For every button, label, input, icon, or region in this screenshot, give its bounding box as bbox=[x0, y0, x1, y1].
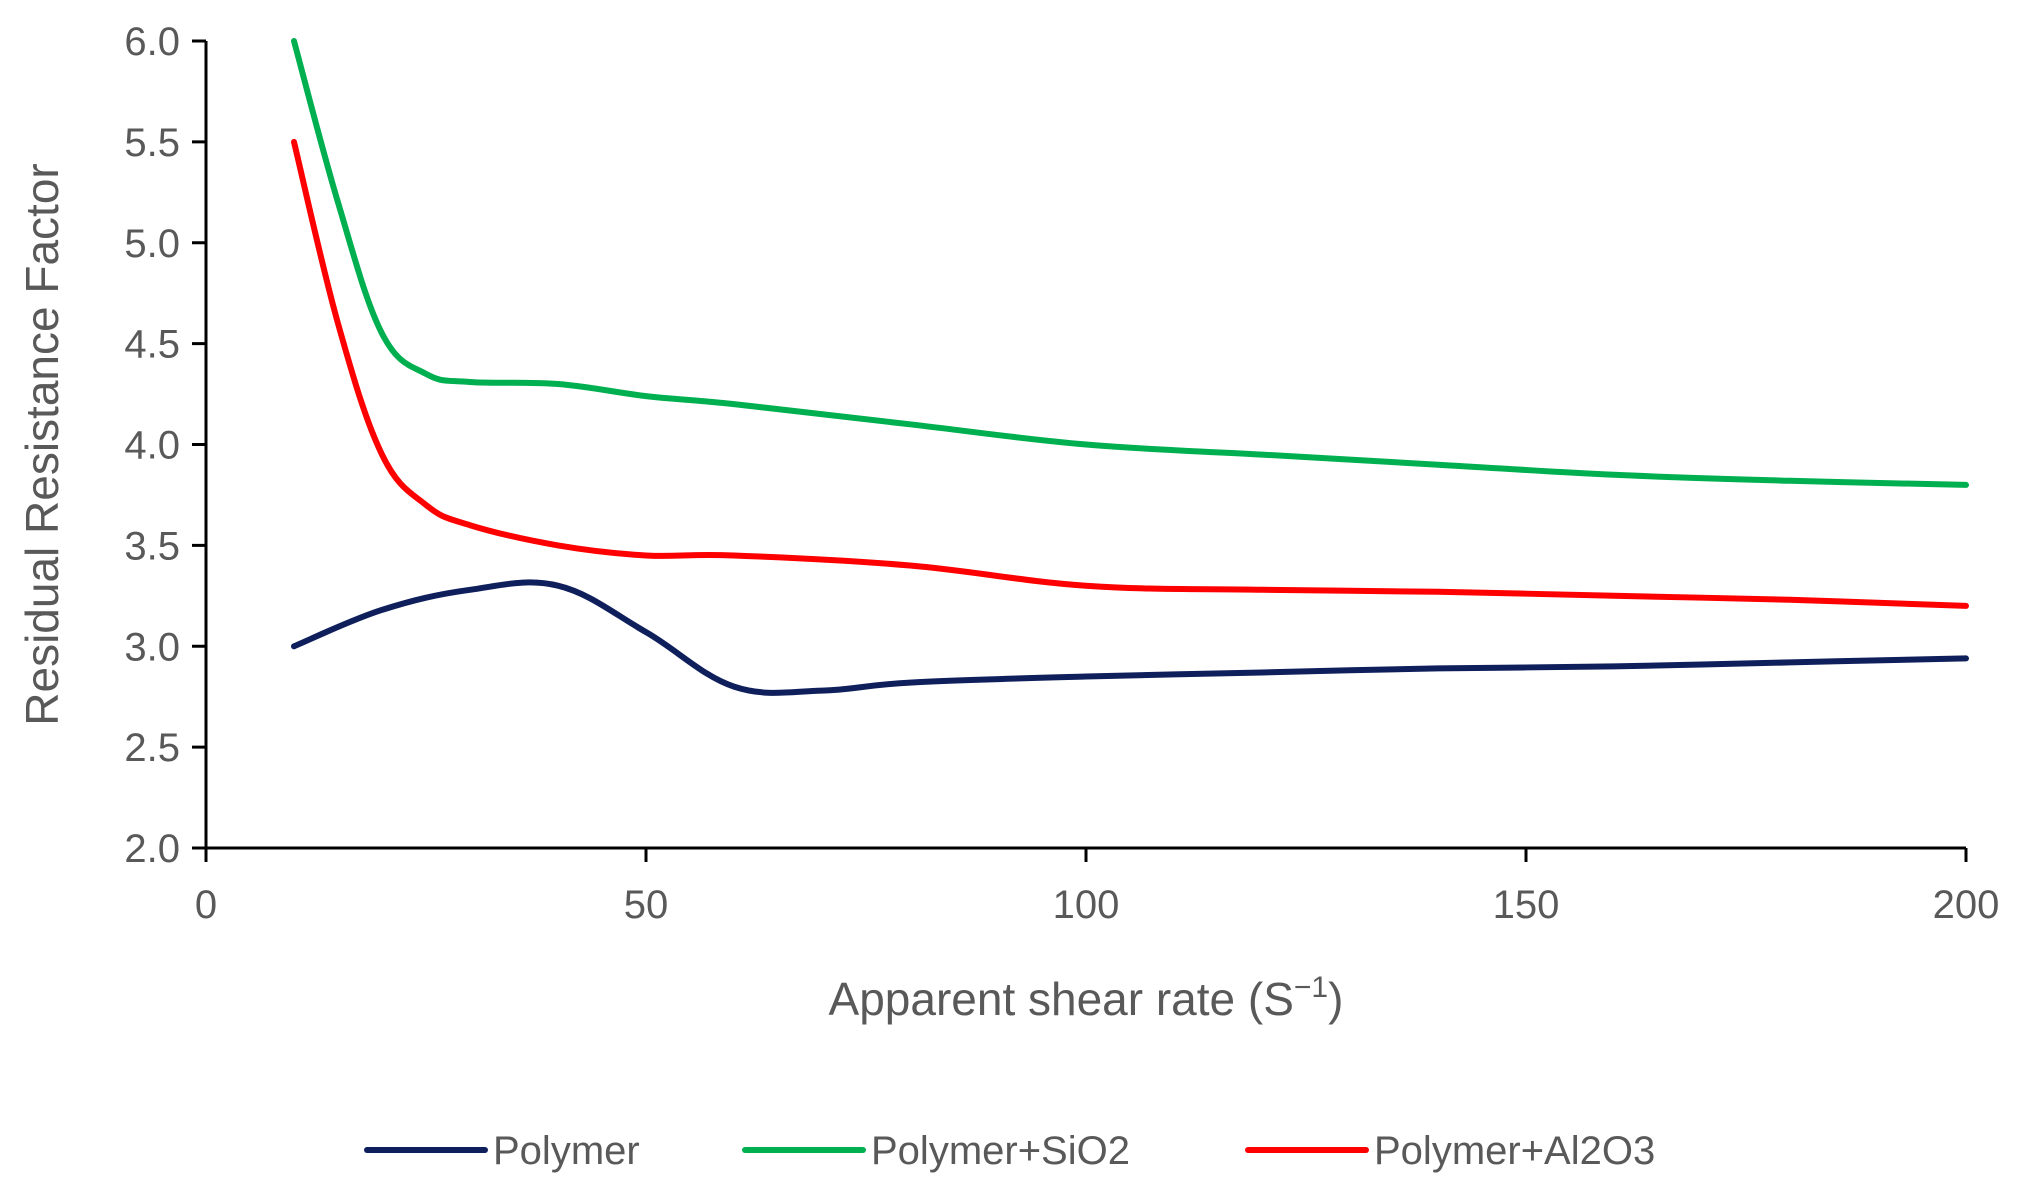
legend-label-polymer-sio2: Polymer+SiO2 bbox=[871, 1129, 1130, 1173]
y-tick-label: 2.5 bbox=[124, 726, 180, 770]
x-axis-title-main: Apparent shear rate (S bbox=[829, 973, 1294, 1025]
y-axis-ticks: 2.0 2.5 3.0 3.5 4.0 4.5 5.0 5.5 6.0 bbox=[124, 20, 206, 871]
y-tick-label: 2.0 bbox=[124, 827, 180, 871]
legend-label-polymer-al2o3: Polymer+Al2O3 bbox=[1374, 1129, 1655, 1173]
y-tick-label: 3.5 bbox=[124, 524, 180, 568]
x-axis-ticks: 0 50 100 150 200 bbox=[195, 848, 2000, 927]
y-tick-label: 4.5 bbox=[124, 323, 180, 367]
series-line-polymer-al2o3 bbox=[291, 138, 1969, 609]
y-tick-label: 4.0 bbox=[124, 424, 180, 468]
y-tick-label: 6.0 bbox=[124, 20, 180, 64]
x-axis-title-end: ) bbox=[1328, 973, 1343, 1025]
legend-label-polymer: Polymer bbox=[493, 1129, 640, 1173]
x-tick-label: 50 bbox=[624, 883, 669, 927]
x-tick-label: 0 bbox=[195, 883, 217, 927]
x-axis-title: Apparent shear rate (S−1) bbox=[829, 971, 1344, 1025]
axes: 2.0 2.5 3.0 3.5 4.0 4.5 5.0 5.5 6.0 0 50 100 150 200 bbox=[124, 20, 1999, 927]
y-tick-label: 5.5 bbox=[124, 121, 180, 165]
y-tick-label: 5.0 bbox=[124, 222, 180, 266]
series-line-polymer bbox=[291, 579, 1969, 696]
x-tick-label: 100 bbox=[1053, 883, 1120, 927]
legend: Polymer Polymer+SiO2 Polymer+Al2O3 bbox=[364, 1129, 1655, 1173]
plot-lines bbox=[291, 38, 1969, 696]
x-tick-label: 200 bbox=[1933, 883, 2000, 927]
y-axis-title: Residual Resistance Factor bbox=[16, 163, 68, 725]
y-tick-label: 3.0 bbox=[124, 625, 180, 669]
x-tick-label: 150 bbox=[1493, 883, 1560, 927]
series-line-polymer-sio2 bbox=[291, 38, 1969, 488]
x-axis-title-superscript: −1 bbox=[1294, 971, 1328, 1004]
